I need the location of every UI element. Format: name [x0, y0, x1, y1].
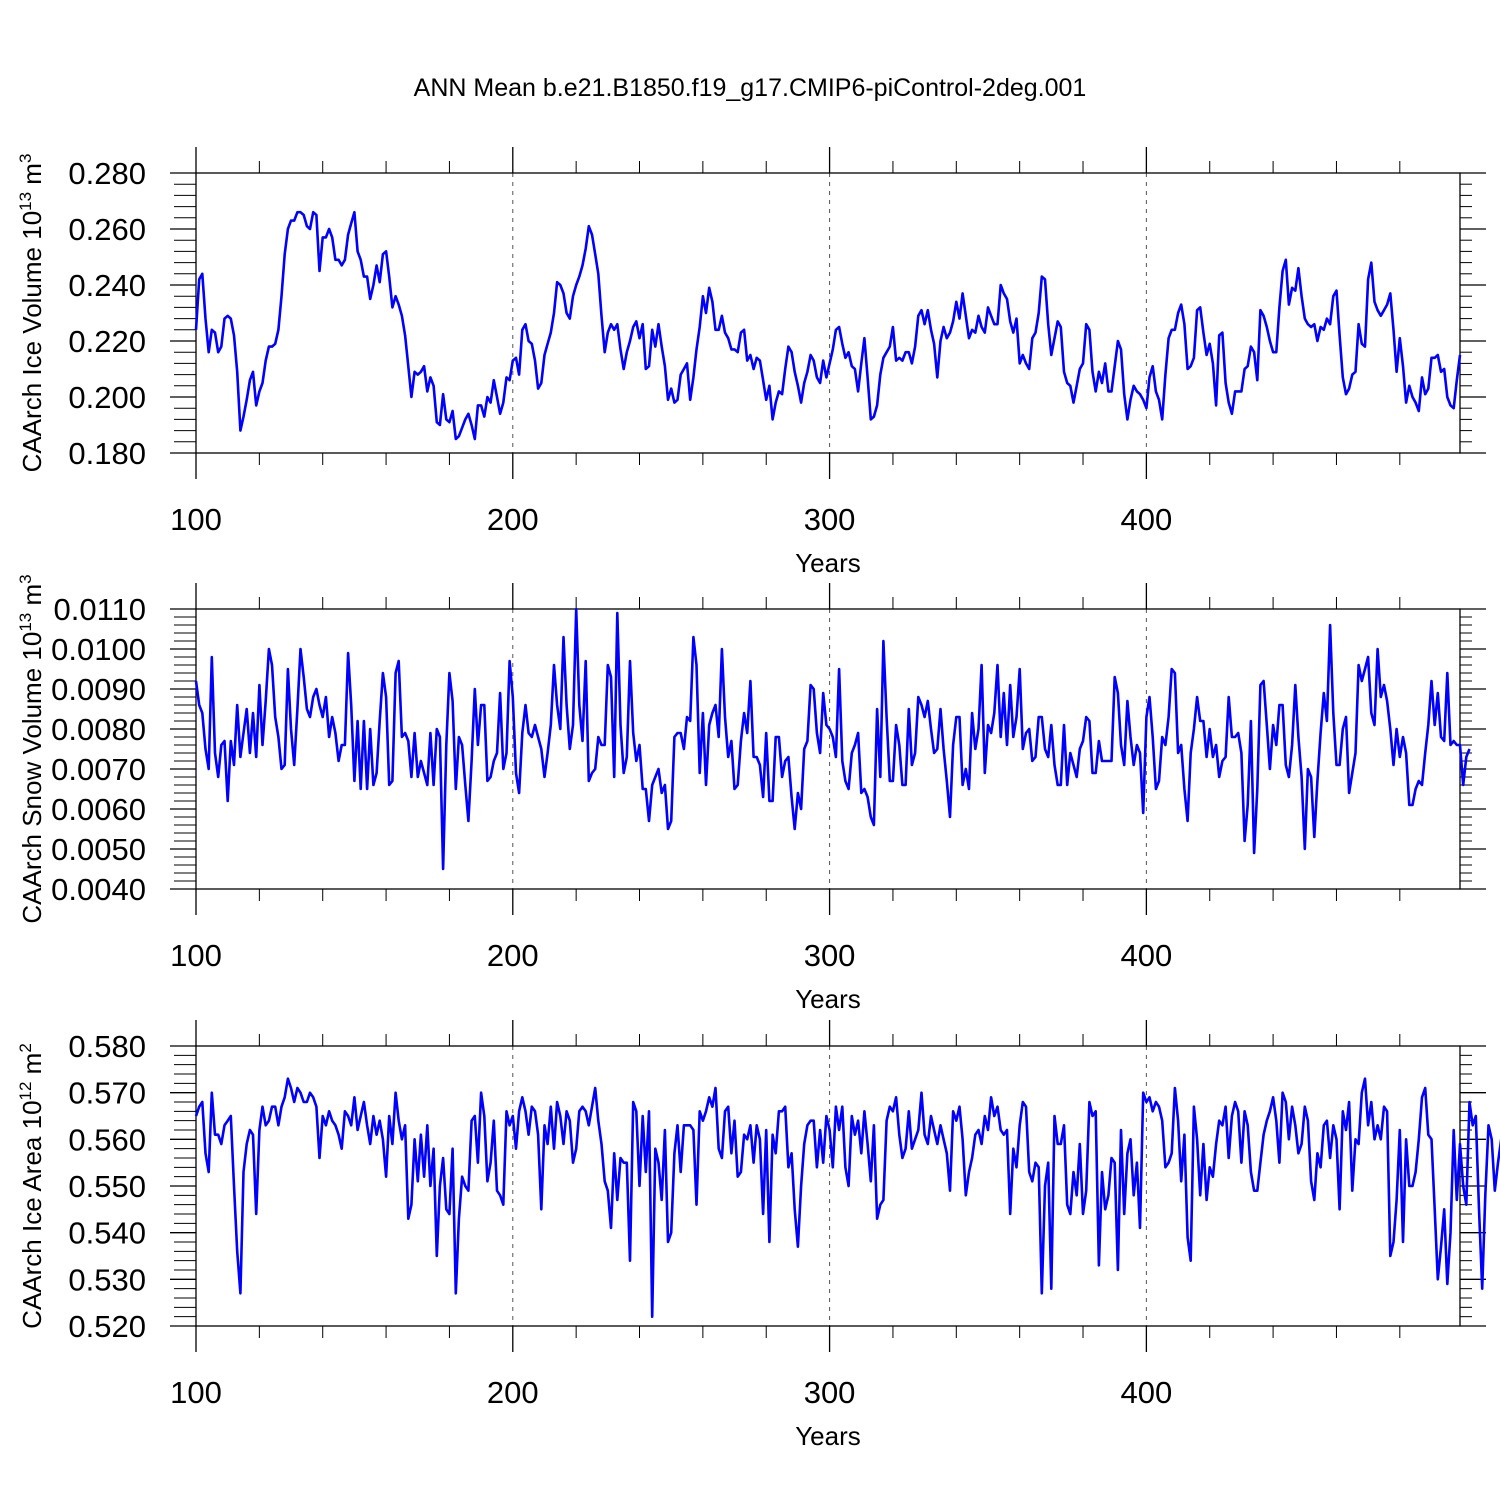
y-tick-label: 0.0080 — [51, 712, 146, 747]
x-tick-label: 400 — [1121, 502, 1173, 537]
y-tick-label: 0.0050 — [51, 832, 146, 867]
y-axis-title: CAArch Ice Volume 1013 m3 — [16, 154, 47, 473]
y-tick-label: 0.0110 — [53, 592, 146, 627]
chart-panel-2: 100 200 300 400 0.0040 0.0050 0.0060 0.0070 0.00… — [16, 574, 1486, 1014]
x-axis-title: Years — [795, 548, 861, 578]
y-axis-title: CAArch Ice Area 1012 m2 — [16, 1043, 47, 1329]
y-tick-label: 0.540 — [68, 1216, 146, 1251]
x-tick-label: 100 — [170, 1375, 222, 1410]
x-axis-title: Years — [795, 984, 861, 1014]
plot-frame — [195, 172, 1461, 454]
x-tick-label: 200 — [487, 1375, 539, 1410]
x-tick-label: 300 — [804, 1375, 856, 1410]
y-tick-label: 0.0100 — [51, 632, 146, 667]
y-tick-label: 0.220 — [68, 324, 146, 359]
x-tick-label: 100 — [170, 502, 222, 537]
x-tick-label: 400 — [1121, 938, 1173, 973]
chart-panel-1: 100 200 300 400 0.180 0.200 0.220 0.240 0.260 0.2… — [16, 147, 1486, 578]
x-axis-title: Years — [795, 1421, 861, 1451]
x-tick-label: 200 — [487, 938, 539, 973]
y-tick-label: 0.0040 — [51, 872, 146, 907]
y-tick-label: 0.0060 — [51, 792, 146, 827]
y-tick-label: 0.560 — [68, 1122, 146, 1157]
y-tick-label: 0.580 — [68, 1029, 146, 1064]
y-tick-label: 0.200 — [68, 380, 146, 415]
x-tick-label: 300 — [804, 938, 856, 973]
y-tick-label: 0.530 — [68, 1262, 146, 1297]
y-axis-title: CAArch Snow Volume 1013 m3 — [16, 574, 47, 923]
chart-panel-3: 100 200 300 400 0.520 0.530 0.540 0.550 0.560 0.5… — [16, 1020, 1500, 1451]
plot-frame — [195, 1045, 1461, 1327]
series-line — [194, 210, 1462, 441]
y-tick-label: 0.240 — [68, 268, 146, 303]
series-line — [194, 1077, 1500, 1318]
y-tick-label: 0.280 — [68, 156, 146, 191]
x-tick-label: 100 — [170, 938, 222, 973]
chart-title: ANN Mean b.e21.B1850.f19_g17.CMIP6-piCon… — [413, 74, 1087, 102]
x-tick-label: 300 — [804, 502, 856, 537]
y-tick-label: 0.0090 — [51, 672, 146, 707]
y-tick-label: 0.0070 — [51, 752, 146, 787]
y-tick-label: 0.520 — [68, 1309, 146, 1344]
x-tick-label: 200 — [487, 502, 539, 537]
y-tick-label: 0.260 — [68, 212, 146, 247]
y-tick-label: 0.180 — [68, 436, 146, 471]
y-tick-label: 0.550 — [68, 1169, 146, 1204]
y-tick-label: 0.570 — [68, 1076, 146, 1111]
series-line — [194, 607, 1471, 871]
x-tick-label: 400 — [1121, 1375, 1173, 1410]
